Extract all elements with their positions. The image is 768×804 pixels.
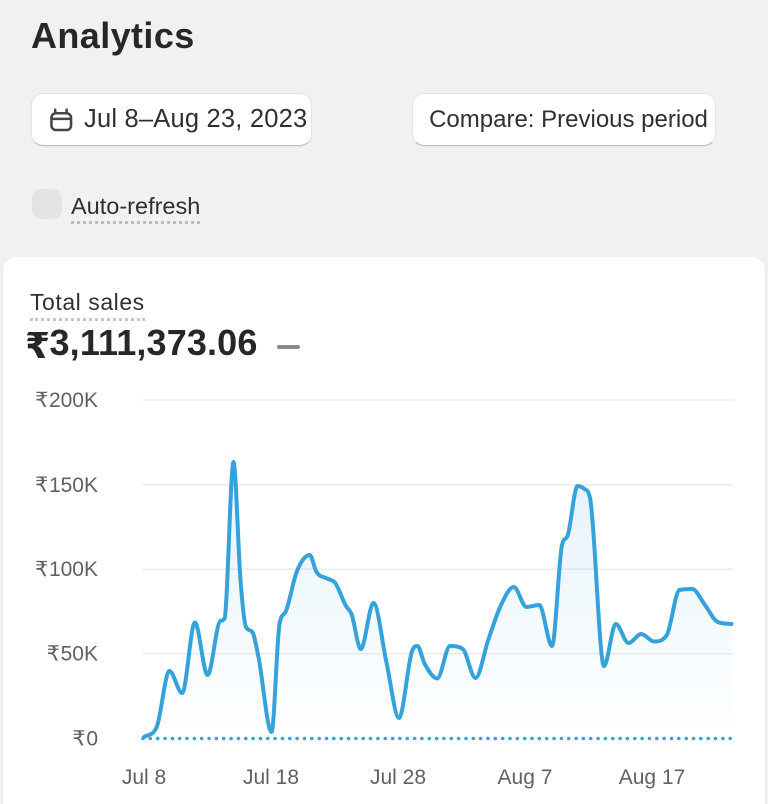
svg-text:50K: 50K xyxy=(61,643,98,666)
svg-text:0: 0 xyxy=(86,728,98,751)
svg-text:Aug 7: Aug 7 xyxy=(498,766,553,789)
svg-text:Jul 8: Jul 8 xyxy=(122,766,166,789)
svg-text:150K: 150K xyxy=(49,474,98,497)
svg-text:200K: 200K xyxy=(49,389,98,412)
svg-text:Jul 28: Jul 28 xyxy=(370,766,426,789)
svg-text:100K: 100K xyxy=(49,558,98,581)
svg-text:Jul 18: Jul 18 xyxy=(243,766,299,789)
svg-text:Aug 17: Aug 17 xyxy=(619,766,686,789)
